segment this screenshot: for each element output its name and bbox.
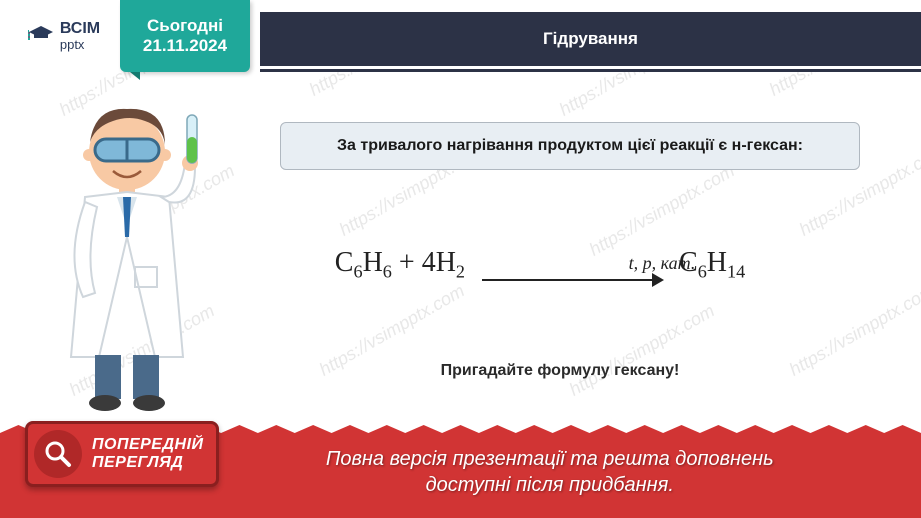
logo-block: ВСІМ pptx (0, 0, 120, 72)
logo-main: ВСІМ (60, 21, 100, 37)
top-bar: ВСІМ pptx Сьогодні 21.11.2024 Гідрування (0, 0, 921, 72)
title-bar: Гідрування (260, 0, 921, 72)
date-line2: 21.11.2024 (143, 36, 227, 56)
logo-sub: pptx (60, 37, 100, 52)
slide-title: Гідрування (260, 12, 921, 66)
footer-banner: ПОПЕРЕДНІЙ ПЕРЕГЛЯД Повна версія презент… (0, 433, 921, 518)
date-line1: Сьогодні (147, 16, 223, 36)
hint-text: Пригадайте формулу гексану! (310, 362, 810, 380)
content-area: За тривалого нагрівання продуктом цієї р… (0, 72, 921, 433)
scientist-illustration (35, 97, 215, 417)
chemical-equation: C6H6 + 4H2 t, p, кат. C6H14 (260, 247, 820, 283)
date-badge: Сьогодні 21.11.2024 (120, 0, 250, 72)
eq-lhs: C6H6 + 4H2 (335, 247, 472, 278)
reaction-conditions: t, p, кат. (572, 253, 752, 274)
preview-badge: ПОПЕРЕДНІЙ ПЕРЕГЛЯД (25, 421, 219, 487)
footer-message: Повна версія презентації та решта доповн… (219, 446, 921, 498)
magnifier-icon (34, 430, 82, 478)
graduation-cap-icon (28, 24, 54, 49)
preview-text: ПОПЕРЕДНІЙ ПЕРЕГЛЯД (92, 436, 204, 471)
caption-box: За тривалого нагрівання продуктом цієї р… (280, 122, 860, 170)
